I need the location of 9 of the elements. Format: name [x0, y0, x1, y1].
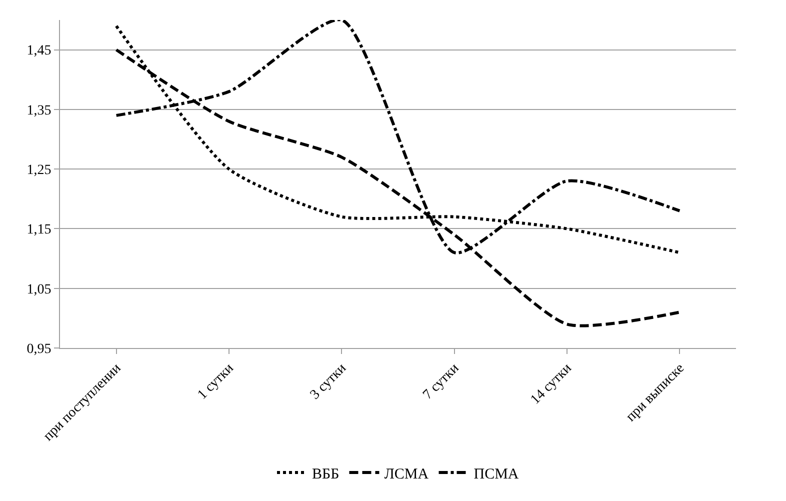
y-tick-label: 1,05: [26, 282, 52, 298]
y-tick-label: 1,45: [26, 44, 52, 59]
y-tick-label: 1,15: [26, 222, 52, 238]
y-tick-label: 1,35: [26, 103, 52, 118]
y-tick-label: 1,25: [26, 162, 52, 178]
legend-label: ЛСМА: [384, 466, 429, 482]
y-tick-label: 0,95: [26, 342, 52, 357]
legend-label: ПСМА: [474, 466, 519, 482]
legend-label: ВББ: [312, 466, 340, 482]
